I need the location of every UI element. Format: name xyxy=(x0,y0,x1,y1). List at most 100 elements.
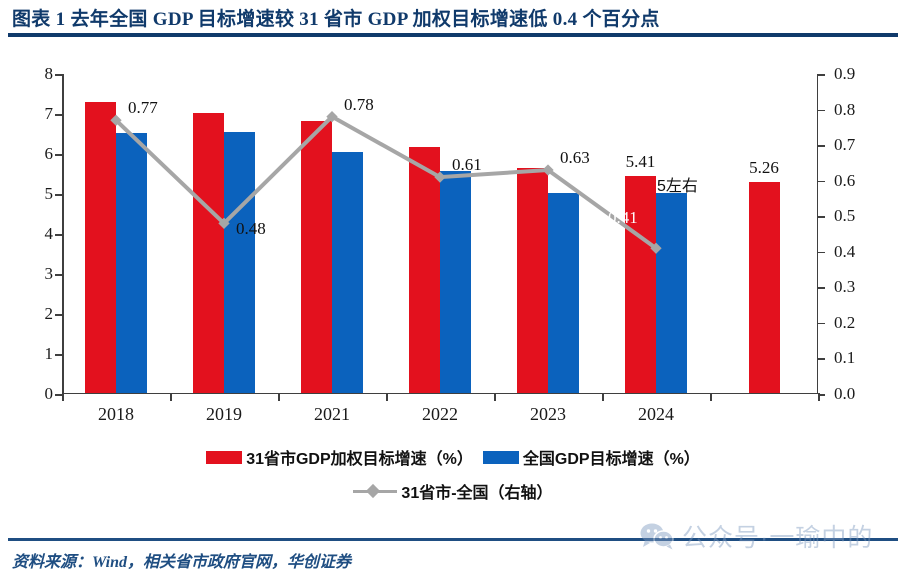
x-tick xyxy=(62,393,64,401)
y-tick-left xyxy=(55,274,62,276)
x-tick-label: 2023 xyxy=(530,404,566,424)
y-tick-right xyxy=(818,394,825,396)
x-tick xyxy=(602,393,604,401)
bar-label-2025-red: 5.26 xyxy=(749,157,779,177)
line-data-label: 0.41 xyxy=(608,208,638,228)
y-tick-label-left: 1 xyxy=(44,344,54,363)
line-data-label: 0.78 xyxy=(344,94,374,114)
y-tick-left xyxy=(55,74,62,76)
bar-provincial-weighted xyxy=(748,182,780,393)
y-tick-left xyxy=(55,154,62,156)
y-tick-left xyxy=(55,314,62,316)
bar-national xyxy=(224,131,255,393)
y-tick-left xyxy=(55,354,62,356)
bar-national xyxy=(656,192,687,393)
bar-label-2024-blue: 5左右 xyxy=(657,178,698,195)
y-tick-right xyxy=(818,216,825,218)
y-tick-label-right: 0.1 xyxy=(834,348,856,368)
bar-national xyxy=(332,151,363,393)
y-tick-left xyxy=(55,234,62,236)
watermark: 公众号·一瑜中的 xyxy=(640,518,873,554)
bar-national xyxy=(548,192,579,393)
legend-item-national[interactable]: 全国GDP目标增速（%） xyxy=(482,445,700,469)
page-title: 图表 1 去年全国 GDP 目标增速较 31 省市 GDP 加权目标增速低 0.… xyxy=(12,9,660,30)
bar-provincial-weighted xyxy=(85,101,116,393)
y-tick-right xyxy=(818,74,825,76)
y-tick-label-left: 0 xyxy=(44,384,54,403)
line-data-label: 0.48 xyxy=(236,219,266,239)
x-axis xyxy=(62,392,818,394)
y-tick-label-left: 6 xyxy=(44,144,54,163)
y-tick-label-left: 7 xyxy=(44,104,54,123)
legend-row-2: 31省市-全国（右轴） xyxy=(0,474,906,508)
line-data-label: 0.61 xyxy=(452,155,482,175)
y-tick-label-right: 0.4 xyxy=(834,241,856,261)
line-data-label: 0.63 xyxy=(560,148,590,167)
x-tick-label: 2021 xyxy=(314,404,350,424)
difference-line-path xyxy=(114,114,658,250)
x-tick xyxy=(278,393,280,401)
legend-label-provincial-weighted: 31省市GDP加权目标增速（%） xyxy=(246,451,473,468)
legend-item-provincial-weighted[interactable]: 31省市GDP加权目标增速（%） xyxy=(206,445,473,469)
legend-swatch-line-diamond-icon xyxy=(353,483,398,499)
bar-label-2024-red: 5.41 xyxy=(625,151,656,171)
difference-line-marker-diamond-icon xyxy=(650,242,662,254)
x-tick xyxy=(494,393,496,401)
bar-provincial-weighted xyxy=(301,120,332,393)
y-tick-left xyxy=(55,394,62,396)
bar-national xyxy=(440,171,471,393)
bar-national xyxy=(116,132,147,393)
y-tick-left xyxy=(55,114,62,116)
x-tick xyxy=(170,393,172,401)
y-tick-left xyxy=(55,194,62,196)
legend-label-difference: 31省市-全国（右轴） xyxy=(401,485,553,502)
bar-provincial-weighted xyxy=(517,168,548,393)
y-tick-label-right: 0.7 xyxy=(834,135,856,155)
x-tick-label: 2018 xyxy=(98,404,134,424)
x-tick-label: 2022 xyxy=(422,404,458,424)
y-tick-right xyxy=(818,145,825,147)
y-tick-right xyxy=(818,109,825,112)
y-tick-label-left: 2 xyxy=(44,304,54,323)
y-tick-label-left: 4 xyxy=(44,224,54,243)
y-tick-label-left: 8 xyxy=(44,64,54,83)
bar-provincial-weighted xyxy=(409,146,440,393)
legend-item-difference[interactable]: 31省市-全国（右轴） xyxy=(353,479,553,503)
x-tick-label: 2024 xyxy=(638,404,674,424)
line-data-label: 0.77 xyxy=(128,98,158,118)
x-tick xyxy=(710,393,712,401)
bar-provincial-weighted xyxy=(193,112,224,393)
y-axis-right xyxy=(816,74,818,394)
wechat-icon xyxy=(640,523,674,550)
difference-line-marker-diamond-icon xyxy=(218,217,230,229)
y-tick-label-left: 5 xyxy=(44,184,54,203)
chart-legend: 31省市GDP加权目标增速（%） 全国GDP目标增速（%） 31省市-全国（右轴… xyxy=(0,440,906,508)
legend-label-national: 全国GDP目标增速（%） xyxy=(522,451,700,468)
legend-swatch-red-icon xyxy=(206,450,243,464)
chart-header: 图表 1 去年全国 GDP 目标增速较 31 省市 GDP 加权目标增速低 0.… xyxy=(0,0,906,38)
y-tick-label-right: 0.2 xyxy=(834,312,856,332)
x-tick-label: 2019 xyxy=(206,404,242,424)
difference-line-marker-diamond-icon xyxy=(326,111,338,123)
y-tick-label-left: 3 xyxy=(44,264,54,283)
y-tick-label-right: 0.6 xyxy=(834,170,856,190)
y-tick-label-right: 0.0 xyxy=(834,384,856,403)
y-tick-label-right: 0.5 xyxy=(834,206,856,226)
y-tick-label-right: 0.3 xyxy=(834,277,856,297)
y-tick-label-right: 0.9 xyxy=(834,64,856,83)
title-divider xyxy=(8,33,898,37)
y-tick-right xyxy=(818,322,825,325)
legend-swatch-blue-icon xyxy=(482,450,519,464)
y-tick-right xyxy=(818,358,825,360)
y-tick-right xyxy=(818,287,825,289)
source-note: 资料来源：Wind，相关省市政府官网，华创证券 xyxy=(12,554,351,571)
y-tick-right xyxy=(818,251,825,254)
watermark-text: 公众号·一瑜中的 xyxy=(682,524,874,552)
bar-provincial-weighted xyxy=(625,176,656,393)
y-tick-right xyxy=(818,180,825,183)
x-tick xyxy=(818,393,820,401)
y-tick-label-right: 0.8 xyxy=(834,99,856,119)
line-series-difference xyxy=(110,111,662,254)
y-axis-left xyxy=(62,74,64,394)
footer-divider xyxy=(8,538,898,541)
